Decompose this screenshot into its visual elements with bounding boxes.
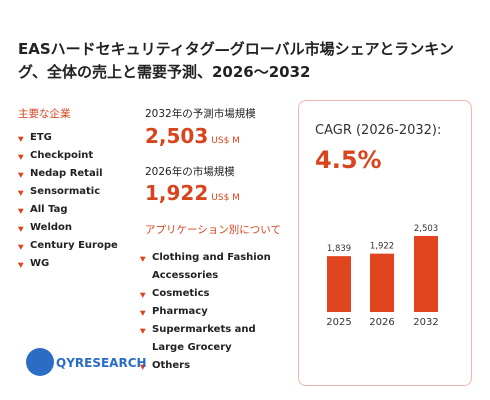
bar xyxy=(414,236,438,312)
value-label: 1,922 xyxy=(370,242,394,252)
chart-title: CAGR (2026-2032): xyxy=(315,123,441,138)
current-value: 1,922 xyxy=(145,181,209,205)
value-label: 1,839 xyxy=(327,244,351,254)
list-item: Sensormatic xyxy=(18,183,138,201)
list-item: ETG xyxy=(18,129,138,147)
bar xyxy=(327,256,351,312)
list-item: Clothing and Fashion Accessories xyxy=(140,249,290,285)
cagr-card xyxy=(298,100,472,386)
list-item: All Tag xyxy=(18,201,138,219)
list-item: Supermarkets and Large Grocery xyxy=(140,321,290,357)
current-row: 1,922 US$ M xyxy=(145,181,240,205)
list-item: Cosmetics xyxy=(140,285,290,303)
cagr-value: 4.5% xyxy=(315,146,382,174)
applications-title: アプリケーション別について xyxy=(145,224,281,236)
application-list: Clothing and Fashion Accessories Cosmetic… xyxy=(140,249,290,375)
list-item: Others xyxy=(140,357,290,375)
forecast-row: 2,503 US$ M xyxy=(145,124,240,148)
forecast-label: 2032年の予測市場規模 xyxy=(145,108,256,120)
company-list: ETG Checkpoint Nedap Retail Sensormatic All … xyxy=(18,129,138,273)
forecast-value: 2,503 xyxy=(145,124,209,148)
list-item: Weldon xyxy=(18,219,138,237)
companies-title: 主要な企業 xyxy=(18,108,71,120)
current-label: 2026年の市場規模 xyxy=(145,166,235,178)
x-tick-label: 2026 xyxy=(369,317,394,328)
logo: QYRESEARCH xyxy=(56,356,147,370)
forecast-unit: US$ M xyxy=(211,136,240,146)
list-item: Checkpoint xyxy=(18,147,138,165)
x-tick-label: 2032 xyxy=(413,317,438,328)
x-tick-label: 2025 xyxy=(326,317,351,328)
current-unit: US$ M xyxy=(211,193,240,203)
list-item: Century Europe xyxy=(18,237,138,255)
title: EASハードセキュリティタグ—グローバル市場シェアとランキング、全体の売上と需要… xyxy=(18,40,454,81)
value-label: 2,503 xyxy=(414,224,438,234)
list-item: Nedap Retail xyxy=(18,165,138,183)
logo-icon xyxy=(26,348,54,376)
list-item: WG xyxy=(18,255,138,273)
bar xyxy=(370,253,394,312)
list-item: Pharmacy xyxy=(140,303,290,321)
